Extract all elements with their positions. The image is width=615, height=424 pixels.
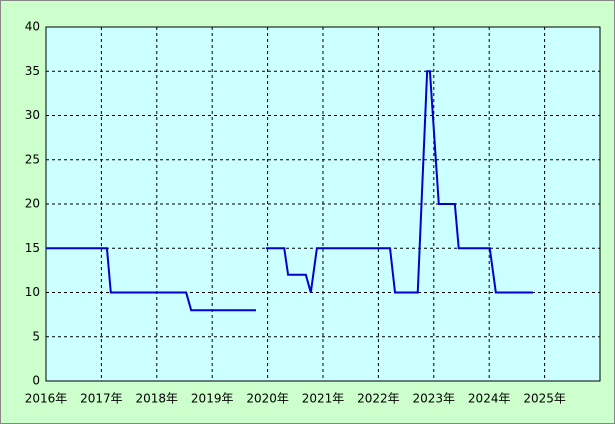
data-line — [46, 70, 533, 312]
x-tick-label: 2017年 — [80, 392, 123, 406]
x-tick-label: 2016年 — [25, 392, 68, 406]
y-tick-label: 15 — [25, 241, 40, 255]
y-tick-label: 40 — [25, 20, 40, 34]
plot-border — [45, 26, 601, 382]
y-tick-label: 5 — [32, 329, 40, 343]
y-tick-label: 25 — [25, 152, 40, 166]
x-tick-label: 2024年 — [468, 392, 511, 406]
y-tick-label: 10 — [25, 285, 40, 299]
x-tick-label: 2018年 — [136, 392, 179, 406]
x-tick-label: 2023年 — [413, 392, 456, 406]
x-tick-label: 2022年 — [357, 392, 400, 406]
y-tick-label: 20 — [25, 197, 40, 211]
y-tick-label: 0 — [32, 374, 40, 388]
x-tick-label: 2021年 — [302, 392, 345, 406]
y-tick-label: 35 — [25, 64, 40, 78]
x-tick-label: 2020年 — [246, 392, 289, 406]
x-tick-label: 2019年 — [191, 392, 234, 406]
x-tick-label: 2025年 — [523, 392, 566, 406]
y-tick-label: 30 — [25, 108, 40, 122]
